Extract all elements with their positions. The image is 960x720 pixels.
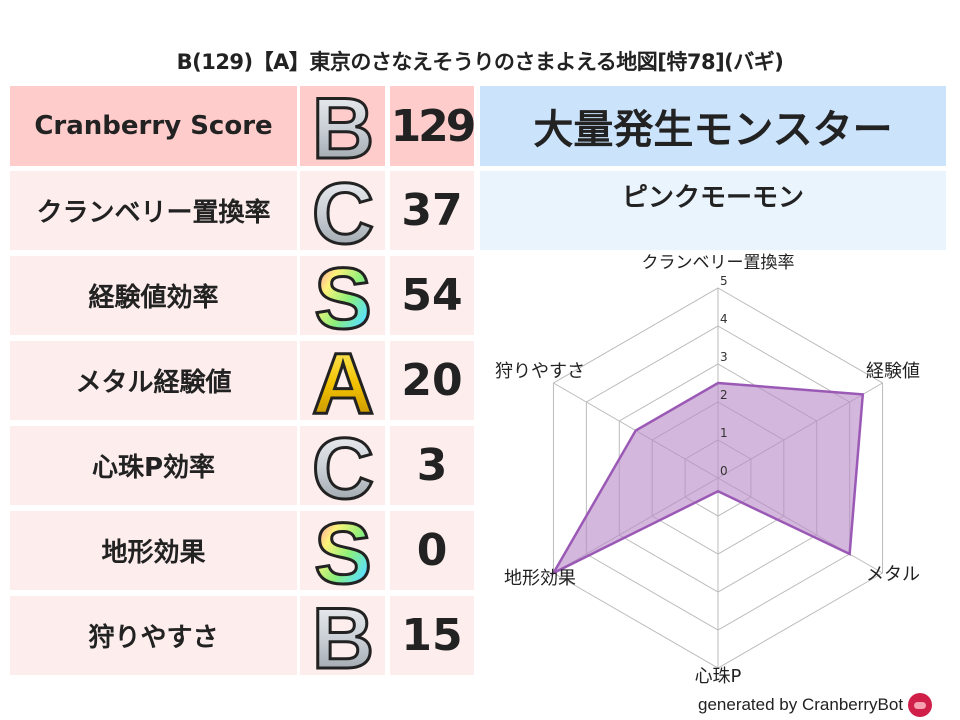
- grade-b-icon: B: [310, 596, 375, 675]
- grade-a-icon: A: [310, 341, 375, 420]
- row-label: クランベリー置換率: [10, 171, 297, 250]
- grade-letter: S: [314, 256, 371, 335]
- score-value: 3: [390, 426, 474, 505]
- outbreak-monster-header: 大量発生モンスター: [480, 86, 946, 166]
- score-value: 20: [390, 341, 474, 420]
- grade-s-icon: S: [312, 256, 372, 335]
- grade-badge: C: [300, 171, 385, 250]
- axis-label: 地形効果: [504, 568, 576, 589]
- row-label: メタル経験値: [10, 341, 297, 420]
- radar-series: [550, 381, 865, 576]
- monster-name: ピンクモーモン: [480, 171, 946, 250]
- grade-badge: A: [300, 341, 385, 420]
- grade-b-icon: B: [310, 86, 375, 166]
- grade-badge: S: [300, 256, 385, 335]
- tick-label: 3: [720, 350, 728, 364]
- row-label: 地形効果: [10, 511, 297, 590]
- score-value: 0: [390, 511, 474, 590]
- grade-badge: B: [300, 86, 385, 166]
- axis-label: 狩りやすさ: [495, 361, 585, 382]
- grade-letter: B: [311, 596, 373, 675]
- grade-letter: C: [311, 171, 373, 250]
- score-value: 37: [390, 171, 474, 250]
- grade-s-icon: S: [312, 511, 372, 590]
- score-value: 15: [390, 596, 474, 675]
- grade-c-icon: C: [310, 171, 375, 250]
- axis-label: メタル: [866, 564, 920, 585]
- grade-letter: A: [311, 341, 373, 420]
- row-label: 経験値効率: [10, 256, 297, 335]
- tick-label: 2: [720, 388, 728, 402]
- tick-label: 5: [720, 274, 728, 288]
- row-label: 心珠P効率: [10, 426, 297, 505]
- grade-letter: C: [311, 426, 373, 505]
- axis-label: 経験値: [866, 361, 920, 382]
- footer-text: generated by CranberryBot: [698, 695, 904, 714]
- tick-label: 1: [720, 426, 728, 440]
- grade-letter: S: [314, 511, 371, 590]
- score-value: 54: [390, 256, 474, 335]
- grade-badge: C: [300, 426, 385, 505]
- cranberry-bot-icon: [908, 693, 933, 717]
- grade-badge: S: [300, 511, 385, 590]
- grade-badge: B: [300, 596, 385, 675]
- axis-label: クランベリー置換率: [642, 253, 795, 273]
- footer: generated by CranberryBot: [698, 693, 933, 717]
- tick-label: 0: [720, 464, 728, 478]
- tick-label: 4: [720, 312, 728, 326]
- grade-c-icon: C: [310, 426, 375, 505]
- grade-letter: B: [311, 86, 373, 166]
- score-value: 129: [390, 86, 474, 166]
- page-title: B(129)【A】東京のさなえそうりのさまよえる地図[特78](バギ): [176, 50, 784, 74]
- row-label: 狩りやすさ: [10, 596, 297, 675]
- row-label: Cranberry Score: [10, 86, 297, 166]
- axis-label: 心珠P: [695, 666, 742, 687]
